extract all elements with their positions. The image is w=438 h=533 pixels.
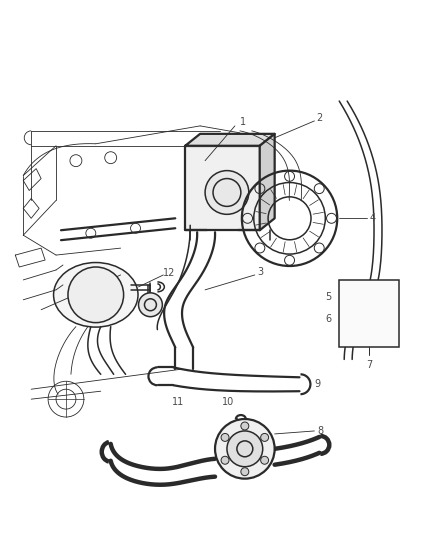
Polygon shape bbox=[185, 134, 275, 146]
Circle shape bbox=[363, 308, 385, 330]
Circle shape bbox=[68, 267, 124, 322]
Circle shape bbox=[215, 419, 275, 479]
Text: 12: 12 bbox=[163, 268, 176, 278]
Polygon shape bbox=[260, 134, 275, 230]
Circle shape bbox=[261, 456, 268, 464]
Circle shape bbox=[138, 293, 162, 317]
Circle shape bbox=[241, 468, 249, 475]
Circle shape bbox=[205, 171, 249, 214]
Circle shape bbox=[356, 301, 392, 337]
Text: 4: 4 bbox=[370, 213, 376, 223]
Circle shape bbox=[221, 456, 229, 464]
Polygon shape bbox=[185, 146, 260, 230]
Text: 8: 8 bbox=[317, 426, 323, 436]
Text: 5: 5 bbox=[325, 292, 331, 302]
Circle shape bbox=[241, 422, 249, 430]
Circle shape bbox=[261, 433, 268, 441]
Text: 2: 2 bbox=[316, 113, 322, 123]
Circle shape bbox=[221, 433, 229, 441]
Bar bbox=[339, 280, 399, 348]
Text: 3: 3 bbox=[258, 267, 264, 277]
Text: 10: 10 bbox=[222, 397, 234, 407]
Text: 1: 1 bbox=[240, 117, 246, 127]
Circle shape bbox=[227, 431, 263, 467]
Text: 7: 7 bbox=[366, 360, 372, 370]
Text: 11: 11 bbox=[172, 397, 184, 407]
Text: 6: 6 bbox=[325, 314, 331, 324]
Circle shape bbox=[354, 294, 360, 300]
Text: 9: 9 bbox=[314, 379, 321, 389]
Ellipse shape bbox=[53, 263, 138, 327]
